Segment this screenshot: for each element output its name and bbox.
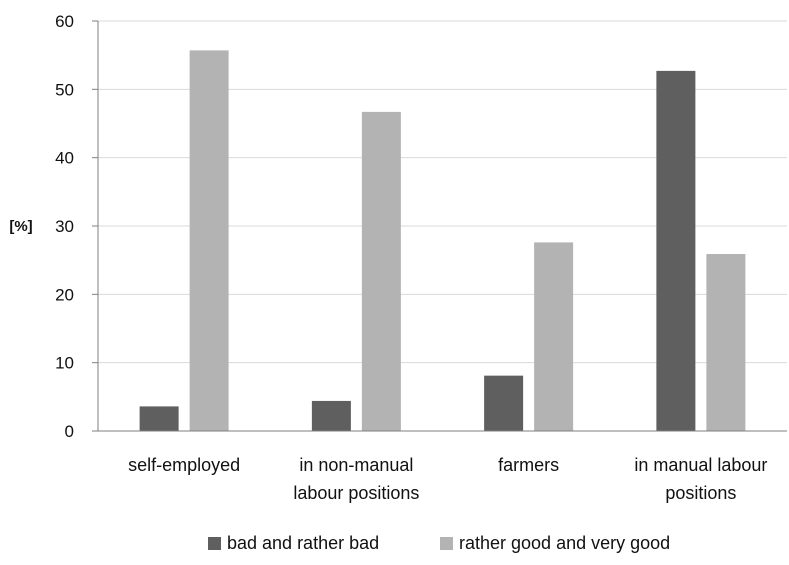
x-category-label: in manual labour: [634, 455, 767, 475]
bar-good-1: [361, 111, 401, 431]
y-tick-label: 40: [55, 149, 74, 168]
y-tick-label: 10: [55, 354, 74, 373]
axes: 0 10 20 30 40 50 60: [55, 12, 787, 441]
legend-swatch-good: [440, 537, 453, 550]
y-tick-label: 50: [55, 80, 74, 99]
x-category-label: self-employed: [128, 455, 240, 475]
labels: [%] self-employed in non-manual labour posi…: [9, 218, 767, 503]
bars: [139, 50, 746, 432]
x-category-label: positions: [665, 483, 736, 503]
x-category-label: farmers: [498, 455, 559, 475]
y-tick-label: 30: [55, 217, 74, 236]
legend: bad and rather bad rather good and very g…: [208, 533, 670, 553]
y-tick-label: 20: [55, 285, 74, 304]
bar-good-0: [189, 50, 229, 432]
legend-label-good: rather good and very good: [459, 533, 670, 553]
y-axis-label: [%]: [9, 218, 32, 235]
legend-swatch-bad: [208, 537, 221, 550]
bar-bad-1: [311, 400, 351, 431]
x-category-label: in non-manual: [299, 455, 413, 475]
bar-bad-2: [484, 375, 524, 431]
bar-bad-0: [139, 406, 179, 431]
bar-good-2: [534, 242, 574, 431]
legend-label-bad: bad and rather bad: [227, 533, 379, 553]
bar-good-3: [706, 254, 746, 431]
y-tick-label: 0: [65, 422, 74, 441]
bar-bad-3: [656, 70, 696, 431]
y-tick-label: 60: [55, 12, 74, 31]
x-category-label: labour positions: [293, 483, 419, 503]
